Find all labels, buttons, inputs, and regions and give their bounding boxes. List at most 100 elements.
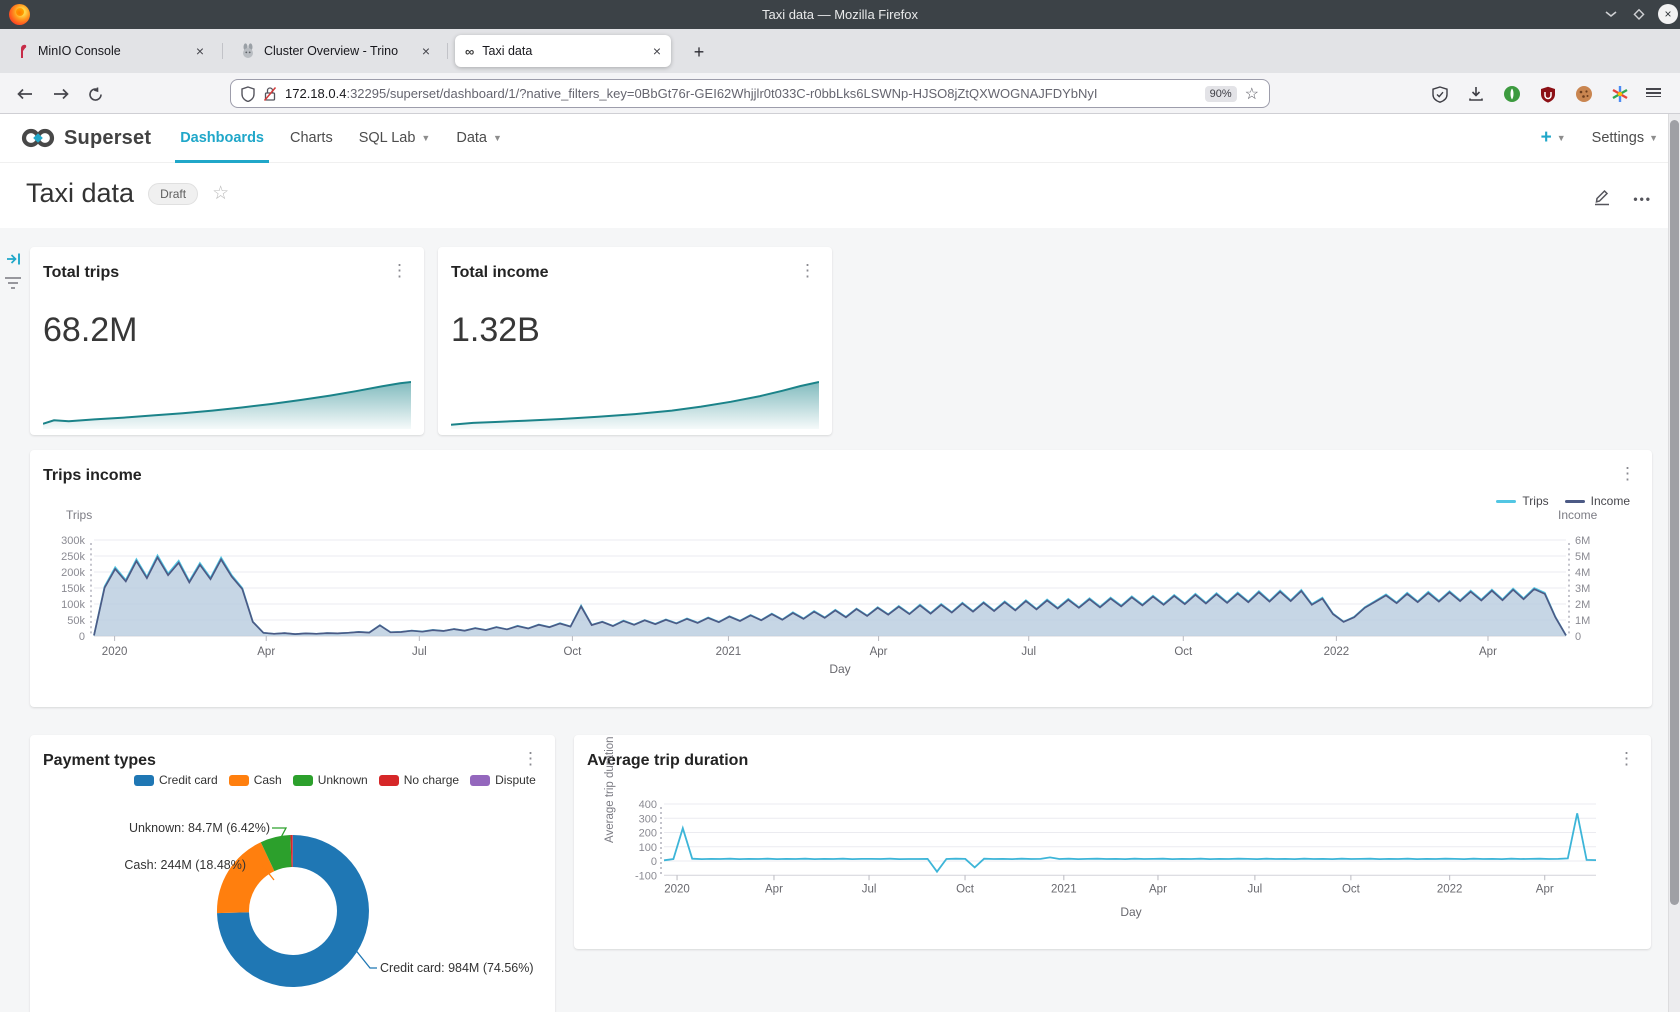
svg-text:0: 0 [651,856,657,868]
svg-text:2020: 2020 [664,883,690,895]
back-button[interactable] [12,81,38,107]
reload-button[interactable] [82,81,108,107]
superset-logo[interactable]: Superset [20,127,151,150]
svg-text:2022: 2022 [1437,883,1463,895]
zoom-level-badge[interactable]: 90% [1204,85,1237,102]
svg-text:Oct: Oct [956,883,975,895]
settings-menu[interactable]: Settings ▼ [1591,130,1658,146]
shield-check-icon[interactable] [1428,82,1452,106]
svg-text:Oct: Oct [1342,883,1361,895]
svg-text:Apr: Apr [1149,883,1167,895]
svg-text:2020: 2020 [102,646,128,658]
svg-text:4M: 4M [1575,567,1590,579]
cookie-icon[interactable] [1572,82,1596,106]
kebab-menu[interactable]: ⋮ [1619,464,1636,483]
donut-slice[interactable] [260,835,292,872]
tab-close-icon[interactable]: × [652,43,661,59]
card-avg-trip-duration: Average trip duration ⋮ Average trip dur… [574,735,1651,949]
donut-slice[interactable] [217,835,369,987]
svg-text:50k: 50k [67,615,85,627]
download-icon[interactable] [1464,82,1488,106]
tab-close-icon[interactable]: × [195,43,204,59]
tab-label: Taxi data [482,44,533,58]
arrow-right-icon [54,88,69,100]
tab-trino[interactable]: Cluster Overview - Trino × [230,35,440,67]
legend-item[interactable]: Unknown [292,773,368,787]
ublock-icon[interactable] [1536,82,1560,106]
legend-item[interactable]: No charge [378,773,460,787]
add-new-button[interactable]: + ▼ [1540,127,1566,148]
legend-item[interactable]: Dispute [470,773,536,787]
legend-item[interactable]: Income [1564,494,1630,508]
chart-legend[interactable]: Trips Income [1496,494,1630,508]
firefox-logo [9,4,30,25]
forward-button[interactable] [48,81,74,107]
browser-toolbar: 172.18.0.4:32295/superset/dashboard/1/?n… [0,73,1680,114]
reload-icon [88,87,102,101]
svg-text:2022: 2022 [1324,646,1350,658]
nav-sql-lab[interactable]: SQL Lab ▼ [358,130,431,146]
legend-item[interactable]: Trips [1496,494,1549,508]
donut-slice[interactable] [290,834,293,867]
card-title: Payment types [43,752,156,769]
expand-filter-bar-button[interactable] [6,251,22,267]
kebab-menu[interactable]: ⋮ [391,261,408,280]
trips-income-chart: 300k 6M 250k 5M 200k 4M 150k 3M 100k 2M 50k 1M 0 0 202… [61,535,1590,658]
svg-text:0: 0 [79,631,85,643]
legend-swatch [134,774,154,786]
donut-slice[interactable] [216,842,275,914]
window-minimize-button[interactable] [1601,4,1621,24]
window-titlebar: Taxi data — Mozilla Firefox × [0,0,1680,29]
url-bar[interactable]: 172.18.0.4:32295/superset/dashboard/1/?n… [230,79,1270,108]
total-income-value: 1.32B [451,311,540,349]
tab-close-icon[interactable]: × [421,43,430,59]
dashboard-header: Taxi data Draft ☆ ••• [0,163,1680,228]
extension-green-icon[interactable] [1500,82,1524,106]
chevron-down-icon: ▼ [1556,133,1566,143]
svg-text:Jul: Jul [1248,883,1263,895]
card-title: Trips income [43,467,142,484]
scrollbar-thumb[interactable] [1670,120,1679,905]
window-maximize-button[interactable] [1629,4,1649,24]
menu-button[interactable] [1646,82,1670,110]
card-title: Average trip duration [587,752,749,769]
svg-text:3M: 3M [1575,583,1590,595]
chart-legend[interactable]: Credit card Cash Unknown No charge Dispute [134,773,536,787]
dashboard-menu-button[interactable]: ••• [1633,191,1652,206]
legend-swatch [292,774,313,786]
svg-text:2021: 2021 [716,646,742,658]
kebab-menu[interactable]: ⋮ [1618,749,1635,768]
window-close-button[interactable]: × [1658,4,1678,24]
nav-dashboards[interactable]: Dashboards [167,114,277,163]
svg-text:Jul: Jul [412,646,427,658]
svg-text:Oct: Oct [1174,646,1193,658]
page-scrollbar[interactable] [1668,114,1680,1012]
kebab-menu[interactable]: ⋮ [799,261,816,280]
bookmark-star-icon[interactable]: ☆ [1244,85,1259,103]
pencil-icon [1595,189,1610,206]
new-tab-button[interactable]: + [693,41,705,62]
svg-text:400: 400 [639,799,657,811]
legend-label: Cash [253,773,282,787]
diamond-icon [1633,8,1645,20]
nav-charts[interactable]: Charts [290,130,333,146]
legend-item[interactable]: Credit card [134,773,218,787]
card-title: Total trips [43,264,120,281]
extension-asterisk-icon[interactable] [1608,82,1632,106]
insecure-lock-icon [263,86,277,101]
edit-dashboard-button[interactable] [1591,185,1613,212]
legend-item[interactable]: Cash [228,773,282,787]
nav-data[interactable]: Data ▼ [456,130,502,146]
filter-bar-icon[interactable] [4,276,22,290]
legend-swatch [470,774,491,786]
svg-text:2021: 2021 [1051,883,1077,895]
tab-separator [447,43,448,59]
page-title: Taxi data [26,178,135,208]
tab-taxi-data[interactable]: ∞ Taxi data × [455,35,671,67]
legend-label: No charge [403,773,460,787]
favorite-star-icon[interactable]: ☆ [212,183,230,204]
kebab-menu[interactable]: ⋮ [522,749,539,768]
tab-minio-console[interactable]: MinIO Console × [4,35,214,67]
svg-text:Apr: Apr [1479,646,1497,658]
